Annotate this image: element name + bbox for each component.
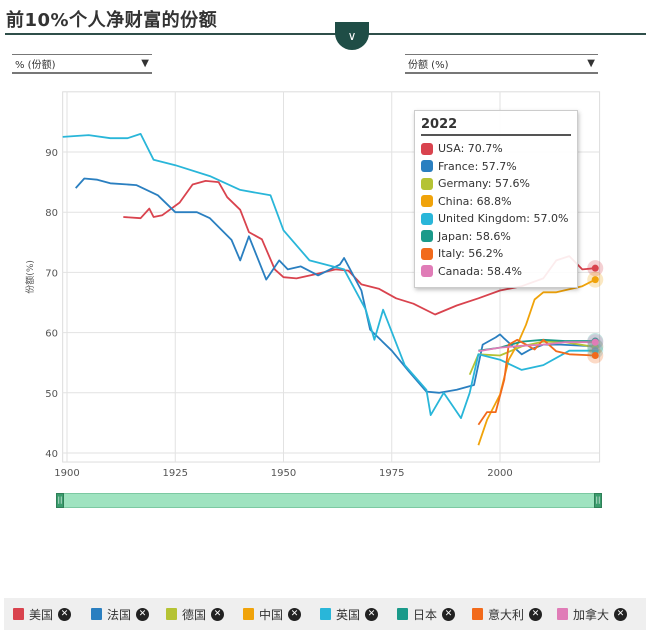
legend-item-japan[interactable]: 日本 ✕ (397, 606, 456, 623)
legend-item-france[interactable]: 法国 ✕ (91, 606, 150, 623)
endpoint-marker-canada (591, 338, 599, 346)
series-swatch (421, 230, 433, 243)
legend-item-usa[interactable]: 美国 ✕ (13, 606, 72, 623)
x-tick-label: 2000 (487, 468, 512, 479)
indicator-select-value: 份额 (%) (408, 60, 449, 71)
chart-tooltip: 2022 USA: 70.7% France: 57.7% Germany: 57.… (414, 110, 578, 288)
legend-item-germany[interactable]: 德国 ✕ (166, 606, 225, 623)
y-axis-label: 份额(%) (24, 260, 36, 294)
legend-label: 德国 (182, 607, 207, 622)
unit-select-value: % (份额) (15, 60, 56, 71)
legend-item-canada[interactable]: 加拿大 ✕ (557, 606, 628, 623)
series-line-germany (468, 340, 596, 376)
tooltip-row: USA: 70.7% (421, 140, 571, 158)
legend-label: 意大利 (488, 607, 525, 622)
page-title: 前10%个人净财富的份额 (6, 10, 218, 31)
remove-icon[interactable]: ✕ (614, 607, 628, 621)
legend-swatch (166, 608, 177, 620)
series-line-united-kingdom (62, 133, 596, 419)
tooltip-row: China: 68.8% (421, 193, 571, 211)
y-tick-label: 50 (45, 389, 58, 400)
y-tick-label: 90 (45, 148, 58, 159)
dropdown-arrow-icon: ▼ (141, 58, 149, 69)
tooltip-value: Germany: 57.6% (438, 177, 530, 191)
legend-swatch (557, 608, 568, 620)
legend-label: 加拿大 (573, 607, 610, 622)
legend-label: 日本 (413, 607, 438, 622)
legend: 美国 ✕ 法国 ✕ 德国 ✕ 中国 ✕ 英国 ✕ 日本 ✕ 意大利 ✕ 加拿大 ✕ (4, 598, 646, 630)
remove-icon[interactable]: ✕ (58, 607, 72, 621)
dropdown-arrow-icon: ▼ (587, 58, 595, 69)
range-handle-right[interactable]: || (594, 493, 602, 508)
remove-icon[interactable]: ✕ (365, 607, 379, 621)
y-tick-label: 60 (45, 329, 58, 340)
tooltip-row: United Kingdom: 57.0% (421, 210, 571, 228)
series-line-china (477, 278, 596, 446)
range-handle-left[interactable]: || (56, 493, 64, 508)
tooltip-year: 2022 (421, 117, 571, 136)
tooltip-value: USA: 70.7% (438, 142, 503, 156)
x-tick-label: 1925 (163, 468, 188, 479)
legend-swatch (397, 608, 408, 620)
collapse-button[interactable]: ∨ (335, 22, 369, 50)
legend-label: 法国 (107, 607, 132, 622)
tooltip-row: France: 57.7% (421, 158, 571, 176)
remove-icon[interactable]: ✕ (136, 607, 150, 621)
endpoint-marker-usa (591, 264, 599, 272)
endpoint-marker-united-kingdom (591, 347, 599, 355)
tooltip-row: Italy: 56.2% (421, 245, 571, 263)
series-swatch (421, 195, 433, 208)
plot-area (62, 91, 601, 463)
tooltip-row: Germany: 57.6% (421, 175, 571, 193)
tooltip-value: Canada: 58.4% (438, 264, 523, 278)
tooltip-value: China: 68.8% (438, 194, 512, 208)
legend-item-italy[interactable]: 意大利 ✕ (472, 606, 543, 623)
tooltip-value: Japan: 58.6% (438, 229, 511, 243)
x-tick-label: 1975 (379, 468, 404, 479)
series-line-canada (478, 341, 596, 353)
series-swatch (421, 212, 433, 225)
y-tick-label: 70 (45, 268, 58, 279)
series-swatch (421, 247, 433, 260)
legend-label: 英国 (336, 607, 361, 622)
unit-select[interactable]: % (份额) ▼ (12, 54, 152, 74)
series-line-italy (477, 338, 596, 426)
remove-icon[interactable]: ✕ (529, 607, 543, 621)
legend-label: 中国 (259, 607, 284, 622)
y-tick-label: 40 (45, 449, 58, 460)
remove-icon[interactable]: ✕ (442, 607, 456, 621)
series-swatch (421, 160, 433, 173)
tooltip-row: Canada: 58.4% (421, 263, 571, 281)
legend-swatch (243, 608, 254, 620)
series-swatch (421, 177, 433, 190)
tooltip-value: Italy: 56.2% (438, 247, 504, 261)
legend-swatch (320, 608, 331, 620)
x-tick-label: 1900 (54, 468, 79, 479)
y-tick-label: 80 (45, 208, 58, 219)
chevron-down-icon: ∨ (347, 29, 357, 43)
tooltip-row: Japan: 58.6% (421, 228, 571, 246)
title-divider (5, 33, 646, 35)
endpoint-marker-china (591, 276, 599, 284)
legend-swatch (13, 608, 24, 620)
endpoint-marker-italy (591, 351, 599, 359)
legend-item-china[interactable]: 中国 ✕ (243, 606, 302, 623)
series-line-france (75, 177, 596, 394)
remove-icon[interactable]: ✕ (211, 607, 225, 621)
tooltip-value: France: 57.7% (438, 159, 517, 173)
x-tick-label: 1950 (271, 468, 296, 479)
legend-swatch (91, 608, 102, 620)
legend-label: 美国 (29, 607, 54, 622)
range-navigator[interactable]: || || (56, 493, 602, 508)
legend-swatch (472, 608, 483, 620)
series-swatch (421, 265, 433, 278)
indicator-select[interactable]: 份额 (%) ▼ (405, 54, 598, 74)
legend-item-united-kingdom[interactable]: 英国 ✕ (320, 606, 379, 623)
tooltip-value: United Kingdom: 57.0% (438, 212, 569, 226)
series-swatch (421, 142, 433, 155)
remove-icon[interactable]: ✕ (288, 607, 302, 621)
